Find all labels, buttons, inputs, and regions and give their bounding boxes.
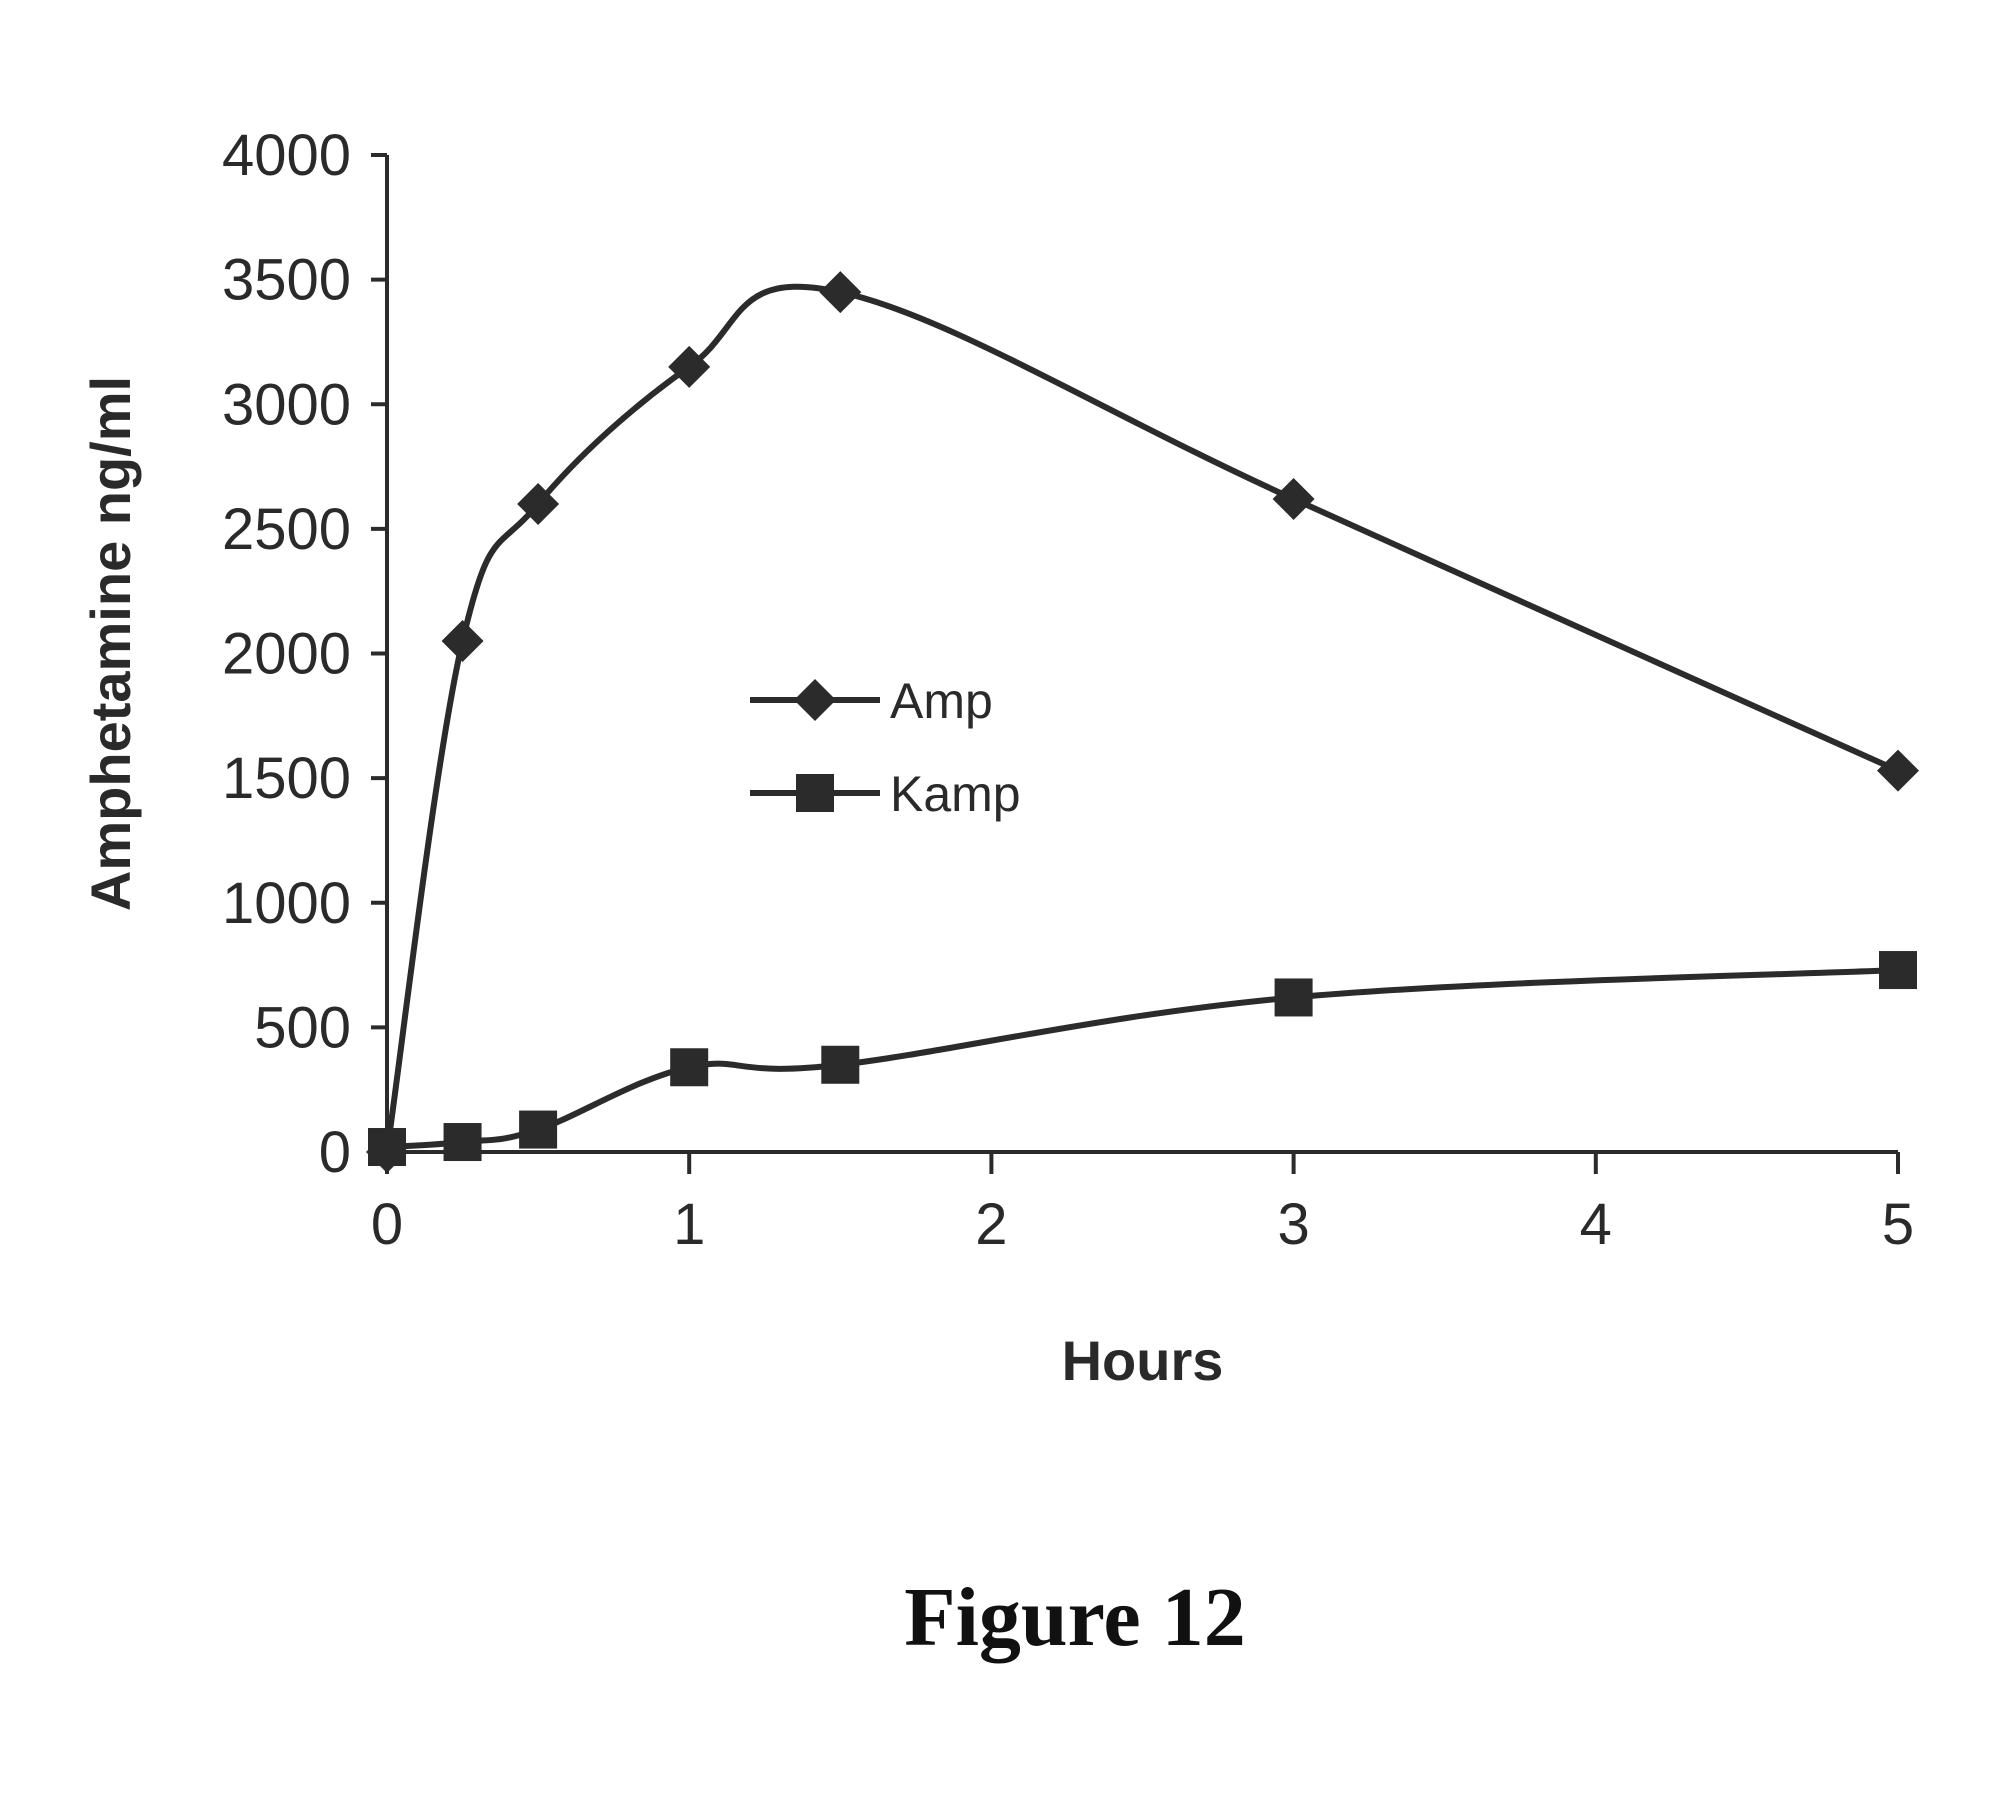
series-kamp [368, 951, 1917, 1167]
y-tick-label: 3000 [222, 372, 351, 437]
y-tick-label: 500 [254, 995, 351, 1060]
series-kamp-point [821, 1045, 860, 1084]
series-amp-line [384, 283, 1900, 1153]
y-tick-label: 3500 [222, 248, 351, 313]
figure-caption: Figure 12 [904, 1571, 1245, 1664]
series-amp-point [819, 271, 862, 314]
y-ticks: 0 500 1000 1500 2000 2500 3000 3500 4000 [222, 123, 387, 1185]
x-tick-label: 5 [1882, 1192, 1914, 1257]
series-amp-point [441, 620, 484, 663]
x-tick-label: 0 [371, 1192, 403, 1257]
x-tick-label: 3 [1277, 1192, 1309, 1257]
series-kamp-line [386, 967, 1899, 1151]
series-amp-point [1272, 477, 1315, 520]
series-kamp-point [670, 1048, 709, 1087]
legend-label-kamp: Kamp [890, 766, 1021, 822]
legend-marker-amp [794, 679, 836, 721]
series-layer [366, 271, 1919, 1173]
y-tick-label: 2000 [222, 622, 351, 687]
axes: 0 500 1000 1500 2000 2500 3000 3500 4000 0 1 2 3 4 5 [222, 123, 1914, 1257]
legend-label-amp: Amp [890, 673, 993, 729]
y-axis-title: Amphetamine ng/ml [79, 376, 142, 911]
series-kamp-point [443, 1123, 482, 1162]
y-tick-label: 1000 [222, 871, 351, 936]
x-tick-label: 1 [673, 1192, 705, 1257]
y-tick-label: 4000 [222, 123, 351, 188]
y-tick-label: 1500 [222, 746, 351, 811]
y-tick-label: 2500 [222, 497, 351, 562]
x-axis-title: Hours [1062, 1329, 1224, 1392]
series-kamp-point [1274, 978, 1313, 1017]
series-kamp-point [1879, 951, 1917, 990]
x-tick-label: 2 [975, 1192, 1007, 1257]
series-amp [366, 271, 1919, 1173]
x-tick-label: 4 [1580, 1192, 1612, 1257]
y-tick-label: 0 [319, 1120, 351, 1185]
series-amp-point [517, 482, 560, 525]
series-amp-point [668, 345, 711, 388]
series-kamp-point [519, 1110, 558, 1149]
legend-marker-kamp [796, 774, 834, 812]
legend: Amp Kamp [750, 673, 1021, 822]
x-ticks: 0 1 2 3 4 5 [371, 1152, 1914, 1257]
legend-item-kamp: Kamp [750, 766, 1021, 822]
legend-item-amp: Amp [750, 673, 993, 729]
series-amp-point [1877, 749, 1919, 792]
series-kamp-point [368, 1128, 406, 1167]
